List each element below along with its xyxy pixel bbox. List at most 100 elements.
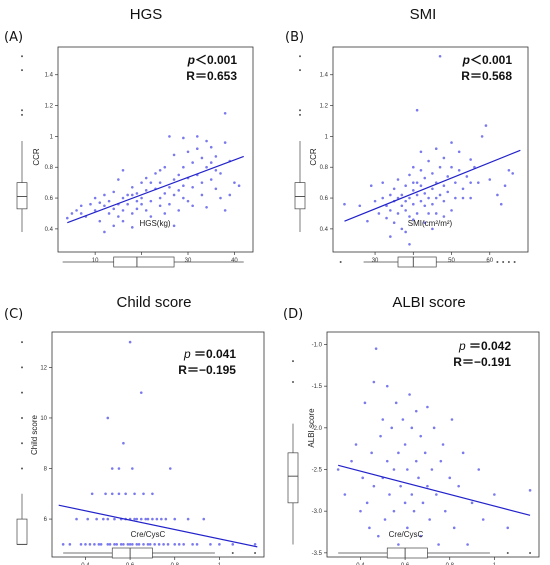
data-point <box>388 493 391 496</box>
data-point <box>209 543 212 546</box>
box-outlier <box>21 366 23 369</box>
data-point <box>158 169 162 172</box>
data-point <box>414 459 418 463</box>
x-axis-label: Cre/CysC <box>389 530 424 539</box>
y-tick-label: 0.4 <box>320 227 329 233</box>
data-point <box>484 124 488 127</box>
y-tick-label: 6 <box>44 517 48 523</box>
data-point <box>372 484 376 488</box>
data-point <box>389 193 392 197</box>
y-tick-label: 0.4 <box>45 227 54 233</box>
x-tick-label: 0.4 <box>356 563 365 565</box>
data-point <box>168 135 171 138</box>
box-outlier <box>21 109 23 112</box>
data-point <box>408 196 411 200</box>
data-point <box>177 543 181 546</box>
data-point <box>431 202 434 206</box>
data-point <box>237 184 241 188</box>
x-tick-label: 1 <box>218 563 222 565</box>
panel-label: (C) <box>4 307 24 322</box>
data-point <box>401 418 405 421</box>
box-outlier <box>292 360 294 363</box>
x-tick-label: 1 <box>493 563 497 565</box>
stat-p-value: p ＝0.041 <box>183 347 236 361</box>
data-point <box>426 484 429 488</box>
data-point <box>177 189 181 192</box>
box-outlier <box>21 113 23 116</box>
data-point <box>158 204 162 208</box>
data-point <box>419 434 423 438</box>
y-tick-label: -3.5 <box>312 551 323 557</box>
data-point <box>182 184 185 188</box>
data-point <box>389 235 392 238</box>
x-axis-label: HGS(kg) <box>139 219 170 228</box>
data-point <box>400 227 404 231</box>
regression-line <box>58 504 258 548</box>
box-outlier <box>502 261 505 263</box>
data-point <box>438 165 442 169</box>
data-point <box>186 517 190 521</box>
data-point <box>84 543 87 546</box>
data-point <box>131 467 134 470</box>
data-point <box>461 451 465 455</box>
box-outlier <box>299 109 301 112</box>
data-point <box>168 202 171 206</box>
data-point <box>228 193 232 197</box>
data-point <box>441 443 445 446</box>
data-point <box>113 543 116 546</box>
x-tick-label: 50 <box>448 258 455 264</box>
data-point <box>430 468 434 471</box>
data-point <box>135 517 139 521</box>
data-point <box>499 202 503 206</box>
x-tick-label: 10 <box>92 258 99 264</box>
stat-p-value: p ＝0.042 <box>458 339 511 353</box>
data-point <box>61 543 65 546</box>
data-point <box>461 187 465 191</box>
data-point <box>528 489 532 492</box>
y-axis-label: CCR <box>309 148 318 166</box>
data-point <box>157 543 161 546</box>
data-point <box>511 172 515 175</box>
regression-line <box>338 464 531 516</box>
box-iqr <box>397 256 437 268</box>
data-point <box>126 193 129 197</box>
data-point <box>363 401 367 405</box>
data-point <box>186 199 190 203</box>
data-point <box>70 212 74 215</box>
box-outlier <box>339 261 342 263</box>
data-point <box>128 340 132 344</box>
data-point <box>173 517 177 521</box>
data-point <box>404 209 407 212</box>
chart-albi-score: ALBI score -1.0 -1.5 -2.0 -2.5 -3.0 -3.5 0.4 0.6… <box>287 294 540 565</box>
data-point <box>408 393 411 396</box>
box-outlier <box>299 55 301 58</box>
data-point <box>408 215 411 218</box>
data-point <box>419 184 423 188</box>
data-point <box>423 221 427 225</box>
data-point <box>126 543 130 546</box>
data-point <box>122 441 125 445</box>
data-point <box>112 207 116 211</box>
y-tick-label: 1 <box>50 134 54 140</box>
chart-smi: SMI0.40.60.811.21.430405060p＜0.001R＝0.56… <box>294 6 529 268</box>
data-point <box>373 199 377 203</box>
box-outlier <box>21 341 23 344</box>
data-point <box>146 517 150 521</box>
plot-frame <box>57 46 254 253</box>
box-outlier <box>21 442 23 445</box>
data-point <box>106 416 110 420</box>
panel-smi: (B) SMI0.40.60.811.21.430405060p＜0.001R＝… <box>275 0 550 280</box>
data-point <box>223 209 227 212</box>
data-point <box>79 204 83 208</box>
data-point <box>130 185 134 189</box>
data-point <box>419 169 423 172</box>
y-tick-label: 1.4 <box>45 73 54 79</box>
data-point <box>139 391 143 394</box>
box-outlier <box>506 552 509 554</box>
regression-line <box>67 155 244 224</box>
data-point <box>419 150 423 154</box>
data-point <box>68 543 72 546</box>
box-outlier <box>21 55 23 58</box>
x-axis-label: Cre/CysC <box>131 530 166 539</box>
plot-frame <box>326 331 540 558</box>
